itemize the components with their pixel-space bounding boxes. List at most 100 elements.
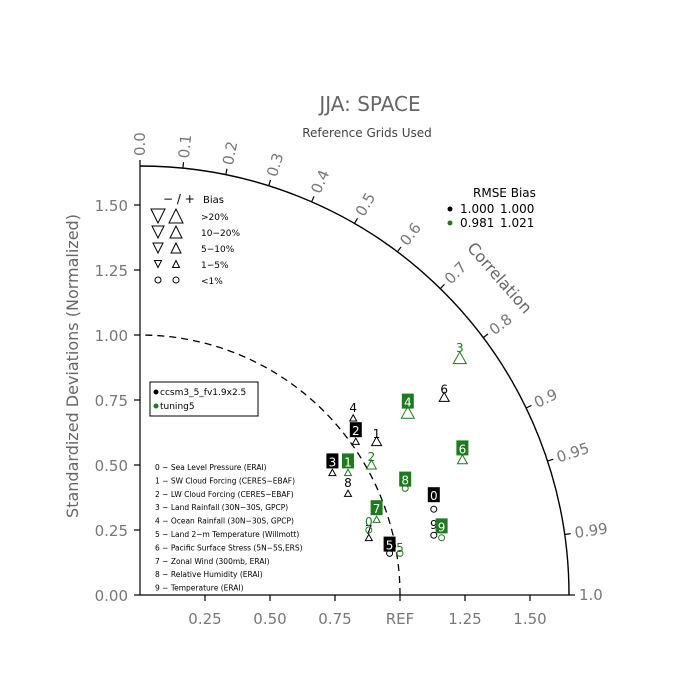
correlation-tick	[525, 404, 532, 409]
correlation-tick-label: 0.4	[307, 167, 333, 196]
correlation-tick-label: 0.9	[531, 385, 560, 412]
bias-legend-label: <1%	[201, 277, 223, 287]
correlation-tick	[439, 283, 445, 290]
marker-0-1	[370, 435, 383, 447]
marker-1-7	[372, 515, 381, 523]
correlation-tick	[547, 458, 554, 462]
data-point-0-2: 2	[352, 424, 360, 438]
model-legend-name: ccsm3_5_fv1.9x2.5	[160, 388, 246, 398]
marker-0-2	[351, 437, 361, 445]
correlation-arc	[139, 165, 570, 596]
x-tick-label: 0.50	[253, 610, 286, 628]
point-box-1-9	[435, 518, 448, 534]
marker-1-4	[400, 405, 416, 419]
marker-0-3	[328, 468, 337, 477]
data-point-0-6: 6	[440, 383, 448, 397]
correlation-tick	[268, 179, 272, 186]
marker-0-6	[438, 391, 451, 402]
y-tick-label: 0.75	[95, 392, 128, 410]
correlation-tick-label: 0.8	[486, 310, 516, 339]
bias-legend-circle	[172, 276, 180, 284]
data-point-1-0: 0	[365, 515, 373, 529]
rmse-bias-dot	[447, 206, 453, 212]
correlation-tick-label: 0.0	[131, 132, 149, 156]
data-point-0-4: 4	[349, 401, 357, 415]
marker-1-3	[452, 350, 468, 365]
data-point-1-7: 7	[373, 502, 381, 516]
point-box-1-1	[342, 453, 354, 469]
data-point-1-6: 6	[459, 442, 467, 456]
data-point-1-8: 8	[401, 474, 409, 488]
point-box-1-6	[456, 440, 469, 456]
data-point-0-1: 1	[373, 427, 381, 441]
point-box-1-4	[401, 393, 414, 409]
data-point-0-0: 0	[430, 489, 438, 503]
case-legend-item: 7 − Zonal Wind (300mb, ERAI)	[155, 557, 270, 566]
case-legend-item: 1 − SW Cloud Forcing (CERES−EBAF)	[155, 476, 295, 485]
case-legend-item: 4 − Ocean Rainfall (30N−30S, GPCP)	[155, 517, 294, 526]
bias-legend-label: 5−10%	[201, 245, 235, 255]
correlation-tick	[353, 217, 359, 224]
marker-1-0	[365, 526, 373, 534]
correlation-axis-label: Correlation	[463, 238, 536, 317]
y-tick-label: 1.00	[95, 327, 128, 345]
model-legend-dot	[153, 403, 159, 409]
y-tick-label: 0.00	[95, 587, 128, 605]
case-legend-item: 9 − Temperature (ERAI)	[155, 584, 244, 593]
bias-legend-down-triangle	[151, 225, 165, 240]
bias-legend-down-triangle	[150, 208, 166, 225]
bias-legend-label: 10−20%	[201, 229, 240, 239]
bias-legend-header: Bias	[203, 195, 224, 206]
correlation-tick	[482, 333, 489, 339]
data-point-1-1: 1	[344, 455, 352, 469]
marker-1-6	[456, 453, 469, 465]
bias-legend-circle	[154, 276, 162, 284]
bias-value: 1.000	[500, 202, 534, 216]
y-tick-label: 1.25	[95, 262, 128, 280]
rmse-bias-dot	[447, 220, 453, 226]
case-legend-item: 8 − Relative Humidity (ERAI)	[155, 570, 263, 579]
x-tick-label: 1.25	[448, 610, 481, 628]
marker-0-7	[364, 533, 374, 542]
bias-legend-label: 1−5%	[201, 261, 229, 271]
rmse-value: 1.000	[460, 202, 494, 216]
rmse-value: 0.981	[460, 216, 494, 230]
data-point-1-9: 9	[438, 520, 446, 534]
data-point-0-3: 3	[329, 455, 337, 469]
case-legend-item: 6 − Pacific Surface Stress (5N−5S,ERS)	[155, 543, 303, 552]
marker-0-0	[430, 505, 438, 513]
rmse-bias-header: RMSE Bias	[473, 186, 536, 200]
data-point-0-7: 7	[365, 523, 373, 537]
data-point-1-2: 2	[368, 450, 376, 464]
point-box-0-2	[349, 422, 362, 438]
bias-legend-label: >20%	[201, 213, 229, 223]
case-legend-item: 3 − Land Rainfall (30N−30S, GPCP)	[155, 503, 288, 512]
chart-title: JJA: SPACE	[317, 92, 420, 116]
data-point-1-3: 3	[456, 341, 464, 355]
bias-value: 1.021	[500, 216, 534, 230]
correlation-tick-label: 0.7	[441, 258, 471, 288]
model-legend-box	[149, 381, 259, 417]
y-axis-label: Standardized Deviations (Normalized)	[63, 214, 82, 518]
correlation-tick	[182, 162, 185, 169]
marker-0-4	[348, 413, 358, 422]
bias-legend-up-triangle	[168, 207, 184, 224]
ref-label: REF	[386, 610, 415, 628]
point-box-0-0	[427, 487, 440, 503]
bias-legend-down-triangle	[153, 260, 163, 269]
marker-0-8	[343, 489, 353, 497]
data-point-1-5: 5	[396, 541, 404, 555]
correlation-tick-label: 0.2	[219, 140, 241, 167]
point-box-1-7	[370, 500, 383, 516]
correlation-tick	[396, 246, 402, 253]
data-point-0-8: 8	[344, 476, 352, 490]
point-box-0-3	[326, 453, 339, 469]
correlation-tick-label: 0.95	[554, 439, 591, 467]
point-box-0-5	[383, 536, 396, 552]
marker-1-9	[438, 534, 446, 542]
bias-legend-down-triangle	[152, 242, 164, 255]
data-point-1-4: 4	[404, 396, 412, 410]
reference-arc	[139, 334, 401, 596]
bias-legend-up-triangle	[171, 259, 181, 268]
